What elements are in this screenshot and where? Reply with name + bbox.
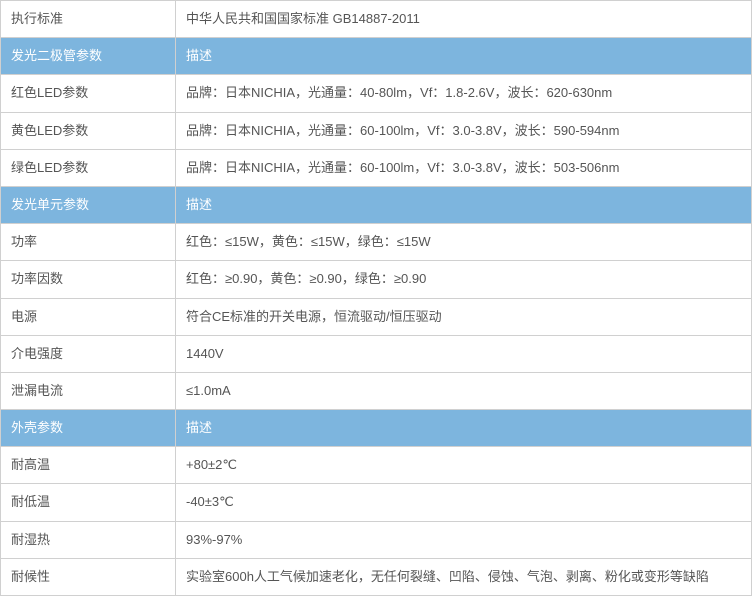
row-value: 描述 [176, 186, 752, 223]
row-value: 中华人民共和国国家标准 GB14887-2011 [176, 1, 752, 38]
table-row: 绿色LED参数 品牌：日本NICHIA，光通量：60-100lm，Vf：3.0-… [1, 149, 752, 186]
row-value: 实验室600h人工气候加速老化，无任何裂缝、凹陷、侵蚀、气泡、剥离、粉化或变形等… [176, 558, 752, 595]
row-label: 发光单元参数 [1, 186, 176, 223]
row-label: 绿色LED参数 [1, 149, 176, 186]
row-value: 品牌：日本NICHIA，光通量：60-100lm，Vf：3.0-3.8V，波长：… [176, 149, 752, 186]
table-row: 黄色LED参数 品牌：日本NICHIA，光通量：60-100lm，Vf：3.0-… [1, 112, 752, 149]
table-row: 介电强度 1440V [1, 335, 752, 372]
row-value: 描述 [176, 38, 752, 75]
spec-table: 执行标准 中华人民共和国国家标准 GB14887-2011 发光二极管参数 描述… [0, 0, 752, 596]
row-label: 外壳参数 [1, 410, 176, 447]
table-row: 耐湿热 93%-97% [1, 521, 752, 558]
row-value: 红色：≤15W，黄色：≤15W，绿色：≤15W [176, 224, 752, 261]
row-label: 执行标准 [1, 1, 176, 38]
row-label: 红色LED参数 [1, 75, 176, 112]
row-value: 描述 [176, 410, 752, 447]
table-section-header: 外壳参数 描述 [1, 410, 752, 447]
row-label: 发光二极管参数 [1, 38, 176, 75]
row-value: -40±3℃ [176, 484, 752, 521]
row-value: 品牌：日本NICHIA，光通量：60-100lm，Vf：3.0-3.8V，波长：… [176, 112, 752, 149]
row-value: 符合CE标准的开关电源，恒流驱动/恒压驱动 [176, 298, 752, 335]
row-value: +80±2℃ [176, 447, 752, 484]
row-label: 黄色LED参数 [1, 112, 176, 149]
row-value: 品牌：日本NICHIA，光通量：40-80lm，Vf：1.8-2.6V，波长：6… [176, 75, 752, 112]
row-value: 红色：≥0.90，黄色：≥0.90，绿色：≥0.90 [176, 261, 752, 298]
row-label: 功率 [1, 224, 176, 261]
row-label: 耐湿热 [1, 521, 176, 558]
table-section-header: 发光单元参数 描述 [1, 186, 752, 223]
table-row: 耐低温 -40±3℃ [1, 484, 752, 521]
table-row: 执行标准 中华人民共和国国家标准 GB14887-2011 [1, 1, 752, 38]
row-value: 93%-97% [176, 521, 752, 558]
table-row: 耐高温 +80±2℃ [1, 447, 752, 484]
table-row: 耐候性 实验室600h人工气候加速老化，无任何裂缝、凹陷、侵蚀、气泡、剥离、粉化… [1, 558, 752, 595]
table-row: 电源 符合CE标准的开关电源，恒流驱动/恒压驱动 [1, 298, 752, 335]
table-row: 功率因数 红色：≥0.90，黄色：≥0.90，绿色：≥0.90 [1, 261, 752, 298]
row-label: 泄漏电流 [1, 372, 176, 409]
row-value: ≤1.0mA [176, 372, 752, 409]
row-label: 耐高温 [1, 447, 176, 484]
table-row: 泄漏电流 ≤1.0mA [1, 372, 752, 409]
row-label: 功率因数 [1, 261, 176, 298]
row-value: 1440V [176, 335, 752, 372]
row-label: 耐低温 [1, 484, 176, 521]
table-row: 功率 红色：≤15W，黄色：≤15W，绿色：≤15W [1, 224, 752, 261]
row-label: 介电强度 [1, 335, 176, 372]
table-section-header: 发光二极管参数 描述 [1, 38, 752, 75]
spec-table-body: 执行标准 中华人民共和国国家标准 GB14887-2011 发光二极管参数 描述… [1, 1, 752, 596]
table-row: 红色LED参数 品牌：日本NICHIA，光通量：40-80lm，Vf：1.8-2… [1, 75, 752, 112]
row-label: 电源 [1, 298, 176, 335]
row-label: 耐候性 [1, 558, 176, 595]
